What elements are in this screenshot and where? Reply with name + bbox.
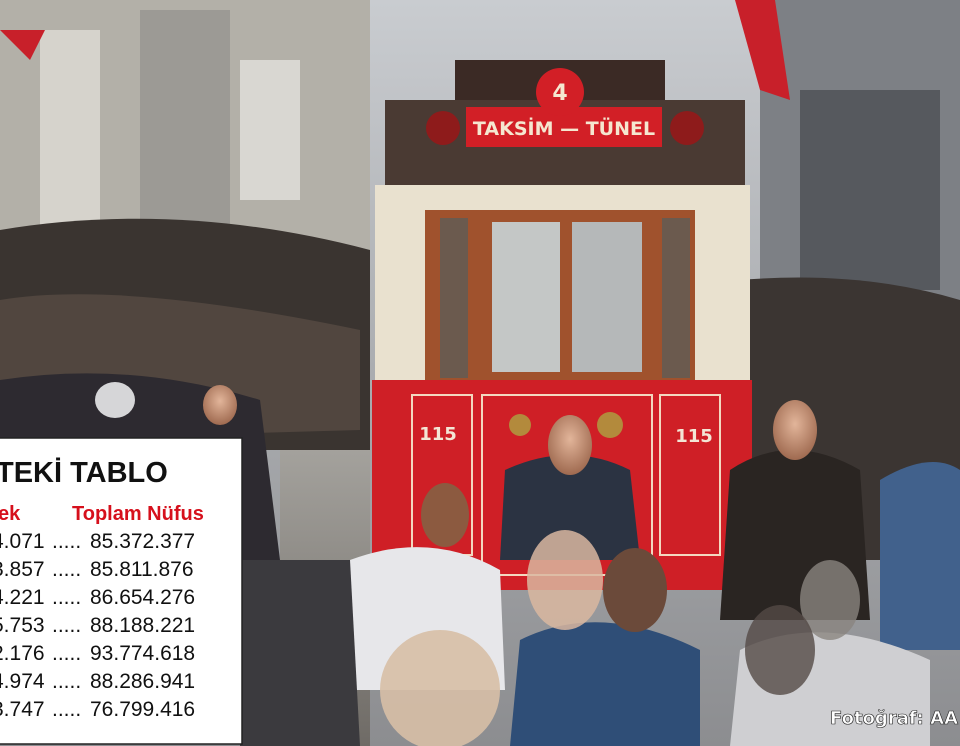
table-cell: 76.799.416 — [90, 698, 195, 721]
tram-number: 115 — [675, 426, 713, 447]
table-separator: ..... — [52, 614, 81, 637]
table-separator: ..... — [52, 530, 81, 553]
table-cell: 4.974 — [0, 670, 45, 693]
table-title: TEKİ TABLO — [0, 457, 168, 489]
table-cell: 3.747 — [0, 698, 45, 721]
table-separator: ..... — [52, 558, 81, 581]
page: 4 TAKSİM — TÜNEL 115 115 Fotoğraf: AA TE… — [0, 0, 960, 746]
table-cell: 86.654.276 — [90, 586, 195, 609]
table-separator: ..... — [52, 670, 81, 693]
table-header: ek — [0, 503, 21, 525]
tram-number: 115 — [419, 424, 457, 445]
table-separator: ..... — [52, 698, 81, 721]
table-separator: ..... — [52, 642, 81, 665]
table-cell: 93.774.618 — [90, 642, 195, 665]
table-separator: ..... — [52, 586, 81, 609]
tram-sign: TAKSİM — TÜNEL — [473, 116, 655, 140]
table-cell: 4.071 — [0, 530, 45, 553]
table-cell: 2.176 — [0, 642, 45, 665]
photo-page: 4 TAKSİM — TÜNEL 115 115 Fotoğraf: AA TE… — [0, 0, 960, 746]
table-cell: 85.811.876 — [90, 558, 194, 581]
table-cell: 88.286.941 — [90, 670, 195, 693]
table-cell: 3.857 — [0, 558, 45, 581]
table-cell: 5.753 — [0, 614, 45, 637]
table-header: Toplam Nüfus — [72, 503, 204, 525]
table-inset: TEKİ TABLO ek Toplam Nüfus 4.071..... 85.… — [0, 438, 242, 744]
tram-route: 4 — [552, 81, 567, 106]
table-cell: 88.188.221 — [90, 614, 195, 637]
table-cell: 85.372.377 — [90, 530, 195, 553]
table-cell: 4.221 — [0, 586, 45, 609]
photo-credit: Fotoğraf: AA — [830, 708, 958, 729]
